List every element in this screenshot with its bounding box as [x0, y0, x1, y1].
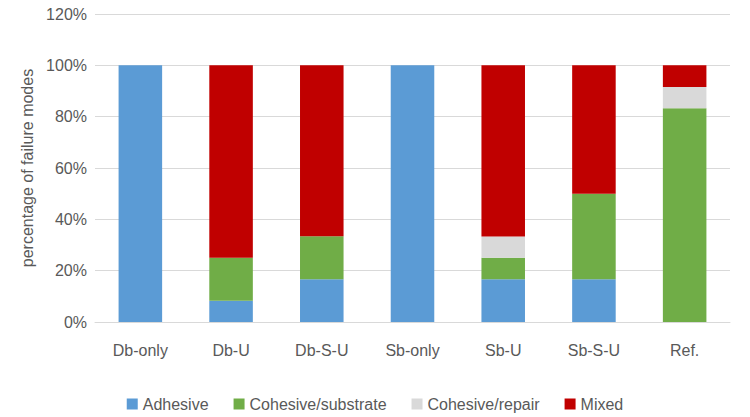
svg-text:Db-U: Db-U	[212, 342, 249, 359]
svg-text:60%: 60%	[55, 160, 87, 177]
svg-text:100%: 100%	[46, 57, 87, 74]
svg-text:Sb-U: Sb-U	[485, 342, 521, 359]
svg-text:80%: 80%	[55, 108, 87, 125]
svg-text:percentage of failure modes: percentage of failure modes	[19, 69, 36, 267]
svg-text:40%: 40%	[55, 211, 87, 228]
svg-text:120%: 120%	[46, 6, 87, 23]
svg-text:Cohesive/substrate: Cohesive/substrate	[250, 396, 387, 413]
svg-text:Adhesive: Adhesive	[143, 396, 209, 413]
svg-text:Ref.: Ref.	[670, 342, 699, 359]
svg-text:Sb-S-U: Sb-S-U	[568, 342, 620, 359]
svg-text:Sb-only: Sb-only	[385, 342, 439, 359]
svg-text:Cohesive/repair: Cohesive/repair	[428, 396, 541, 413]
svg-text:0%: 0%	[64, 314, 87, 331]
svg-text:Db-only: Db-only	[113, 342, 168, 359]
svg-text:Mixed: Mixed	[581, 396, 624, 413]
svg-text:Db-S-U: Db-S-U	[295, 342, 348, 359]
svg-text:20%: 20%	[55, 262, 87, 279]
